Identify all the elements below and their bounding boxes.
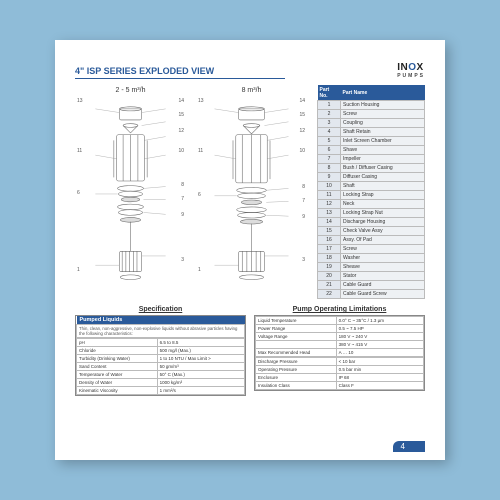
table-row: Kinematic Viscosity1 mm²/s	[77, 387, 245, 395]
table-row: 9Diffuser Casing	[318, 173, 425, 182]
parts-th-no: Part No.	[318, 85, 341, 101]
view-title-right: 8 m³/h	[196, 87, 307, 94]
spec-left-intro: Thin, clean, non-aggressive, non-explosi…	[77, 325, 245, 338]
table-row: 6Shave	[318, 146, 425, 155]
table-row: 20Stator	[318, 272, 425, 281]
table-row: EnclosureIP 68	[256, 374, 424, 382]
exploded-view-left: 2 - 5 m³/h	[75, 85, 186, 300]
specifications-row: Specification Pumped Liquids Thin, clean…	[75, 306, 425, 398]
table-row: 380 V ~ 415 V	[256, 341, 424, 349]
view-title-left: 2 - 5 m³/h	[75, 87, 186, 94]
callout: 8	[302, 184, 305, 190]
exploded-drawing-left: 14 15 12 10 8 7 9 3 13 11 6 1	[75, 96, 186, 291]
table-row: Max Recommended HeadA … 10	[256, 349, 424, 357]
callout: 9	[302, 214, 305, 220]
table-row: 5Inlet Screen Chamber	[318, 137, 425, 146]
callout: 6	[77, 190, 80, 196]
table-row: 1Suction Housing	[318, 101, 425, 110]
table-row: 15Check Valve Assy	[318, 227, 425, 236]
table-row: 10Shaft	[318, 182, 425, 191]
parts-table: Part No. Part Name 1Suction Housing2Scre…	[317, 85, 425, 300]
callout: 9	[181, 212, 184, 218]
table-row: 19Sheave	[318, 263, 425, 272]
callout: 15	[299, 112, 305, 118]
callout: 13	[77, 98, 83, 104]
table-row: 14Discharge Housing	[318, 218, 425, 227]
table-row: 3Coupling	[318, 119, 425, 128]
table-row: Liquid Temperature0.0° C ~ 35°C / 1.3 µm	[256, 317, 424, 325]
table-row: 22Cable Guard Screw	[318, 290, 425, 299]
brand-text-a: IN	[397, 62, 408, 73]
callout: 12	[299, 128, 305, 134]
table-row: pH6.5 to 8.5	[77, 339, 245, 347]
table-row: Operating Pressure0.5 bar min	[256, 366, 424, 374]
table-row: 18Washer	[318, 254, 425, 263]
callout: 8	[181, 182, 184, 188]
callout: 3	[302, 257, 305, 263]
spec-left-box-title: Pumped Liquids	[77, 316, 245, 325]
table-row: 16Assy. Of Pad	[318, 236, 425, 245]
callout: 14	[299, 98, 305, 104]
callout: 10	[299, 148, 305, 154]
callout: 3	[181, 257, 184, 263]
spec-left-section-title: Specification	[75, 306, 246, 313]
brand-text-o: O	[408, 62, 416, 73]
parts-th-name: Part Name	[341, 85, 425, 101]
table-row: Discharge Pressure< 10 bar	[256, 358, 424, 366]
spec-left: Specification Pumped Liquids Thin, clean…	[75, 306, 246, 398]
table-row: Voltage Range180 V ~ 240 V	[256, 333, 424, 341]
page-title: 4" ISP SERIES EXPLODED VIEW	[75, 66, 285, 79]
callout: 10	[178, 148, 184, 154]
table-row: 2Screw	[318, 110, 425, 119]
callout: 13	[198, 98, 204, 104]
table-row: Insulation ClassClass F	[256, 382, 424, 390]
table-row: 11Locking Strap	[318, 191, 425, 200]
exploded-view-right: 8 m³/h	[196, 85, 307, 300]
page-number: 4	[393, 441, 425, 452]
table-row: Density of Water1000 kg/m³	[77, 379, 245, 387]
callout: 11	[198, 148, 203, 154]
brand-text-b: X	[417, 62, 424, 73]
spec-right-section-title: Pump Operating Limitations	[254, 306, 425, 313]
callout: 14	[178, 98, 184, 104]
header-row: 4" ISP SERIES EXPLODED VIEW INOX PUMPS	[75, 62, 425, 79]
table-row: 7Impeller	[318, 155, 425, 164]
page-content: 4" ISP SERIES EXPLODED VIEW INOX PUMPS 2…	[75, 62, 425, 438]
table-row: Temperature of Water50° C (Max.)	[77, 371, 245, 379]
table-row: Chloride500 mg/l (Max.)	[77, 347, 245, 355]
callout: 12	[178, 128, 184, 134]
brand-subtext: PUMPS	[397, 73, 425, 79]
callout: 7	[181, 196, 184, 202]
callout: 1	[77, 267, 80, 273]
callout: 6	[198, 192, 201, 198]
callout: 15	[178, 112, 184, 118]
callout: 7	[302, 198, 305, 204]
table-row: 21Cable Guard	[318, 281, 425, 290]
spec-right: Pump Operating Limitations Liquid Temper…	[254, 306, 425, 398]
page-sheet: 4" ISP SERIES EXPLODED VIEW INOX PUMPS 2…	[55, 40, 445, 460]
brand-logo: INOX PUMPS	[397, 62, 425, 79]
table-row: Turbidity (Drinking Water)1 to 10 NTU / …	[77, 355, 245, 363]
table-row: Sand Content50 gm/m³	[77, 363, 245, 371]
callout: 11	[77, 148, 82, 154]
table-row: 12Neck	[318, 200, 425, 209]
exploded-views-row: 2 - 5 m³/h	[75, 85, 425, 300]
table-row: 17Screw	[318, 245, 425, 254]
table-row: 13Locking Strap Nut	[318, 209, 425, 218]
table-row: 4Shaft Retain	[318, 128, 425, 137]
table-row: Power Range0.5 ~ 7.5 HP	[256, 325, 424, 333]
exploded-drawing-right: 14 15 12 10 8 7 9 3 13 11 6 1	[196, 96, 307, 291]
callout: 1	[198, 267, 201, 273]
table-row: 8Bush / Diffuser Casing	[318, 164, 425, 173]
